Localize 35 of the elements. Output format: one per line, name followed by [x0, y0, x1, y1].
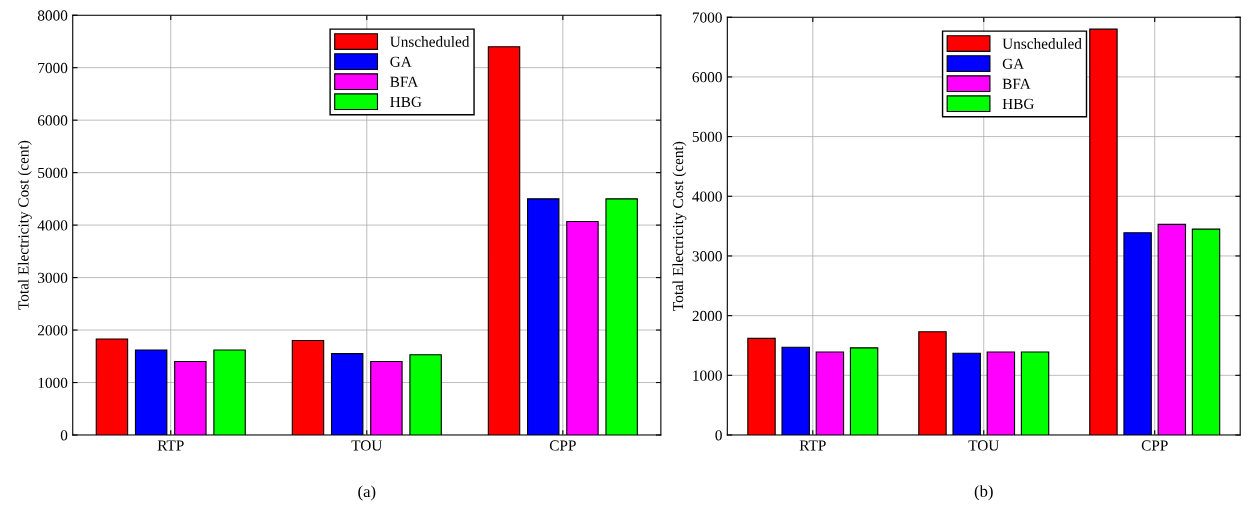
- legend-label: Unscheduled: [1002, 38, 1082, 49]
- y-tick-label: 2000: [692, 310, 722, 322]
- y-tick-label: 6000: [37, 115, 68, 126]
- y-tick-label: 0: [60, 430, 68, 441]
- x-tick-label: RTP: [799, 440, 826, 451]
- legend-label: HBG: [390, 96, 422, 108]
- y-axis-title: Total Electricity Cost (cent): [672, 141, 687, 311]
- legend-label: Unscheduled: [390, 36, 470, 47]
- y-tick-label: 4000: [692, 191, 722, 202]
- legend-label: GA: [1002, 58, 1025, 69]
- x-tick-label: RTP: [157, 440, 184, 451]
- x-tick-label: CPP: [1141, 440, 1168, 451]
- text: (a): [358, 485, 376, 501]
- y-tick-label: 7000: [38, 62, 68, 74]
- text: (b): [974, 485, 993, 501]
- x-tick-label: TOU: [351, 440, 383, 451]
- y-tick-label: 4000: [37, 220, 68, 231]
- legend-label: HBG: [1002, 98, 1034, 110]
- y-tick-label: 0: [715, 430, 722, 441]
- y-tick-label: 7000: [692, 12, 722, 23]
- y-tick-label: 5000: [692, 131, 722, 143]
- y-tick-label: 1000: [693, 370, 722, 381]
- legend-label: BFA: [1002, 78, 1031, 89]
- y-tick-label: 8000: [37, 10, 68, 21]
- legend-label: BFA: [390, 76, 419, 87]
- x-tick-label: TOU: [968, 440, 1000, 451]
- y-axis-title: Total Electricity Cost (cent): [17, 140, 32, 310]
- y-tick-label: 5000: [38, 167, 68, 179]
- y-tick-label: 2000: [37, 325, 68, 336]
- y-tick-label: 6000: [692, 72, 722, 83]
- legend-label: GA: [390, 56, 412, 67]
- y-tick-label: 3000: [692, 251, 722, 262]
- x-tick-label: CPP: [549, 440, 576, 451]
- y-tick-label: 3000: [38, 272, 68, 284]
- y-tick-label: 1000: [38, 377, 68, 388]
